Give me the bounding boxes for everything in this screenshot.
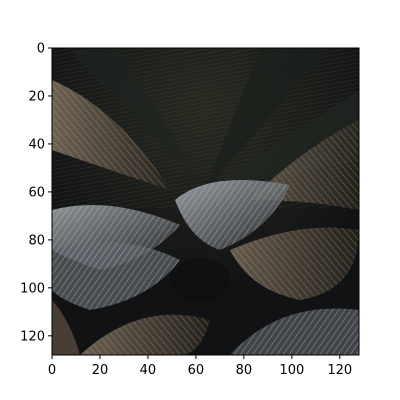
y-tick-label: 20 bbox=[28, 89, 45, 104]
plot-frame bbox=[51, 47, 360, 356]
y-tick-label: 80 bbox=[28, 233, 45, 248]
x-tick-label: 20 bbox=[92, 363, 109, 378]
y-tick-label: 100 bbox=[20, 281, 45, 296]
x-axis: 0 20 40 60 80 100 120 bbox=[48, 355, 352, 378]
y-tick-label: 40 bbox=[28, 137, 45, 152]
palm-fronds-photo bbox=[52, 48, 359, 355]
x-tick-label: 80 bbox=[236, 363, 253, 378]
x-tick-label: 0 bbox=[48, 363, 56, 378]
y-tick-label: 120 bbox=[20, 329, 45, 344]
y-tick-label: 0 bbox=[37, 42, 45, 57]
x-tick-label: 120 bbox=[327, 363, 352, 378]
x-tick-label: 100 bbox=[279, 363, 304, 378]
x-tick-label: 60 bbox=[188, 363, 205, 378]
y-axis: 0 20 40 60 80 100 120 bbox=[20, 42, 52, 344]
y-tick-label: 60 bbox=[28, 185, 45, 200]
x-tick-label: 40 bbox=[140, 363, 157, 378]
